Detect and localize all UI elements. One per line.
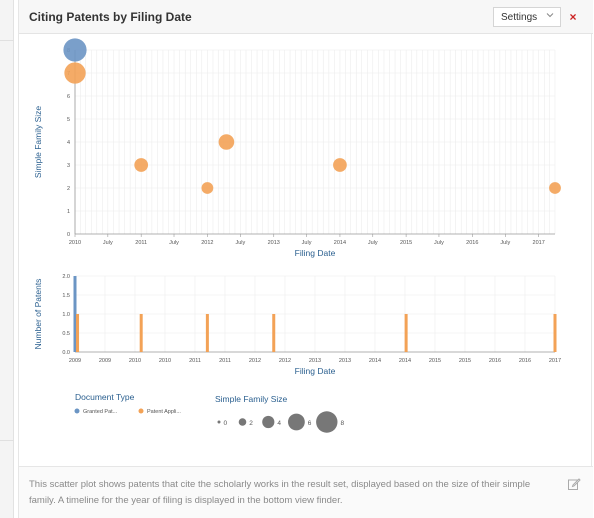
scatter-x-tick-label: July xyxy=(235,240,245,246)
scatter-x-tick-label: 2011 xyxy=(135,240,147,246)
scatter-y-tick-label: 4 xyxy=(67,140,70,146)
legend-size-circle xyxy=(288,413,305,431)
timeline-bar[interactable] xyxy=(76,314,80,352)
bar-x-tick-label: 2013 xyxy=(309,358,321,364)
timeline-bar[interactable] xyxy=(553,314,557,352)
scatter-point[interactable] xyxy=(333,158,347,172)
timeline-bar[interactable] xyxy=(73,276,77,352)
bar-x-tick-label: 2014 xyxy=(399,358,411,364)
scatter-point[interactable] xyxy=(218,134,235,150)
bar-y-tick-label: 0.0 xyxy=(62,350,70,356)
panel-title: Citing Patents by Filing Date xyxy=(29,10,192,24)
bar-x-tick-label: 2016 xyxy=(489,358,501,364)
scatter-x-tick-label: July xyxy=(103,240,113,246)
bar-x-tick-label: 2015 xyxy=(459,358,471,364)
legend-doc-type-title: Document Type xyxy=(75,392,135,402)
legend-size-circle xyxy=(262,415,275,429)
timeline-bar[interactable] xyxy=(272,314,276,352)
scatter-x-axis-title: Filing Date xyxy=(295,248,336,258)
bar-y-axis-title: Number of Patents xyxy=(33,279,43,350)
legend-size-title: Simple Family Size xyxy=(215,394,288,404)
left-panel-divider xyxy=(0,440,14,441)
legend-color-swatch[interactable] xyxy=(74,408,80,414)
scatter-x-tick-label: 2015 xyxy=(400,240,412,246)
scatter-y-tick-label: 1 xyxy=(67,209,70,215)
chevron-down-icon xyxy=(546,11,554,22)
scatter-point[interactable] xyxy=(63,38,87,62)
scatter-x-tick-label: July xyxy=(302,240,312,246)
close-button[interactable]: × xyxy=(565,7,581,27)
panel-header: Citing Patents by Filing Date Settings × xyxy=(19,0,593,34)
citing-patents-panel: Citing Patents by Filing Date Settings ×… xyxy=(18,0,593,518)
bar-x-tick-label: 2013 xyxy=(339,358,351,364)
edit-icon[interactable] xyxy=(567,477,581,491)
left-panel-divider xyxy=(0,40,14,41)
bar-x-tick-label: 2015 xyxy=(429,358,441,364)
bar-x-tick-label: 2012 xyxy=(249,358,261,364)
bar-y-tick-label: 1.0 xyxy=(62,312,70,318)
legend-size-label: 0 xyxy=(224,420,228,427)
bar-x-tick-label: 2016 xyxy=(519,358,531,364)
bar-x-tick-label: 2010 xyxy=(159,358,171,364)
bar-x-tick-label: 2011 xyxy=(189,358,201,364)
scatter-x-tick-label: 2014 xyxy=(334,240,346,246)
chart-description: This scatter plot shows patents that cit… xyxy=(29,479,531,506)
scatter-y-tick-label: 6 xyxy=(67,94,70,100)
scatter-x-tick-label: 2013 xyxy=(268,240,280,246)
scatter-y-tick-label: 2 xyxy=(67,186,70,192)
settings-dropdown[interactable]: Settings xyxy=(493,7,561,27)
timeline-bar[interactable] xyxy=(139,314,143,352)
legend-size-label: 6 xyxy=(308,420,312,427)
bar-x-tick-label: 2014 xyxy=(369,358,381,364)
scatter-x-tick-label: 2010 xyxy=(69,240,81,246)
scatter-point[interactable] xyxy=(201,182,214,194)
scatter-x-tick-label: July xyxy=(169,240,179,246)
scatter-x-tick-label: 2016 xyxy=(466,240,478,246)
bar-x-tick-label: 2017 xyxy=(549,358,561,364)
scatter-y-tick-label: 3 xyxy=(67,163,70,169)
legend-size-circle xyxy=(238,418,247,426)
legend-size-circle xyxy=(316,411,338,433)
legend-size-label: 2 xyxy=(249,420,253,427)
scatter-point[interactable] xyxy=(549,182,561,194)
bar-x-tick-label: 2009 xyxy=(69,358,81,364)
legend-color-swatch[interactable] xyxy=(138,408,144,414)
legend-doc-type-label: Granted Pat... xyxy=(83,409,118,415)
description-box: This scatter plot shows patents that cit… xyxy=(19,466,593,518)
close-icon: × xyxy=(569,10,577,24)
bar-y-tick-label: 0.5 xyxy=(62,331,70,337)
bar-x-tick-label: 2011 xyxy=(219,358,231,364)
timeline-bar[interactable] xyxy=(205,314,209,352)
scatter-point[interactable] xyxy=(134,158,149,172)
bar-x-tick-label: 2010 xyxy=(129,358,141,364)
legend-doc-type-label: Patent Appli... xyxy=(147,409,181,415)
chart-area: 0123456782010July2011July2012July2013Jul… xyxy=(33,38,561,433)
legend-size-label: 4 xyxy=(277,420,281,427)
scatter-x-tick-label: July xyxy=(500,240,510,246)
scatter-point[interactable] xyxy=(64,62,86,84)
scatter-y-tick-label: 0 xyxy=(67,232,70,238)
bar-y-tick-label: 1.5 xyxy=(62,293,70,299)
timeline-bar[interactable] xyxy=(404,314,408,352)
settings-label: Settings xyxy=(501,12,538,23)
bar-y-tick-label: 2.0 xyxy=(62,274,70,280)
left-panel-edge xyxy=(0,0,14,518)
scatter-y-axis-title: Simple Family Size xyxy=(33,106,43,179)
legend-size-circle xyxy=(217,420,221,424)
bar-x-tick-label: 2009 xyxy=(99,358,111,364)
scatter-x-tick-label: July xyxy=(368,240,378,246)
bar-x-tick-label: 2012 xyxy=(279,358,291,364)
scatter-x-tick-label: 2012 xyxy=(201,240,213,246)
bar-x-axis-title: Filing Date xyxy=(295,366,336,376)
scatter-x-tick-label: July xyxy=(434,240,444,246)
scatter-y-tick-label: 5 xyxy=(67,117,70,123)
scatter-x-tick-label: 2017 xyxy=(533,240,545,246)
legend-size-label: 8 xyxy=(341,420,345,427)
